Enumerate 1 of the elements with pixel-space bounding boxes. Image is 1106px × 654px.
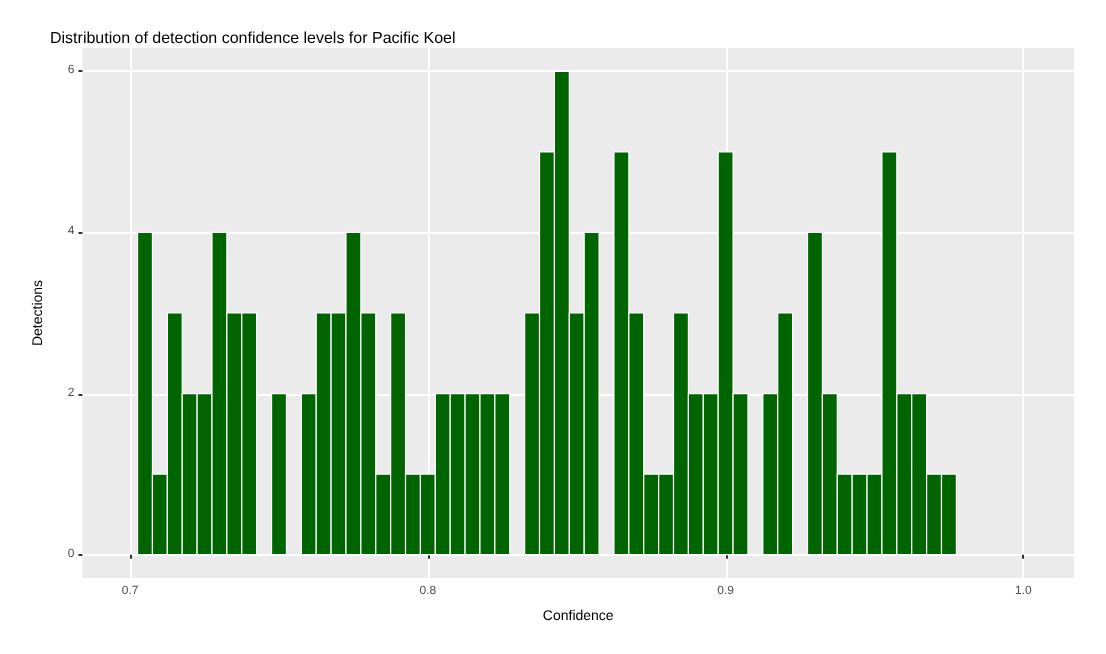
chart-title: Distribution of detection confidence levels for Pacific Koel (50, 29, 456, 47)
